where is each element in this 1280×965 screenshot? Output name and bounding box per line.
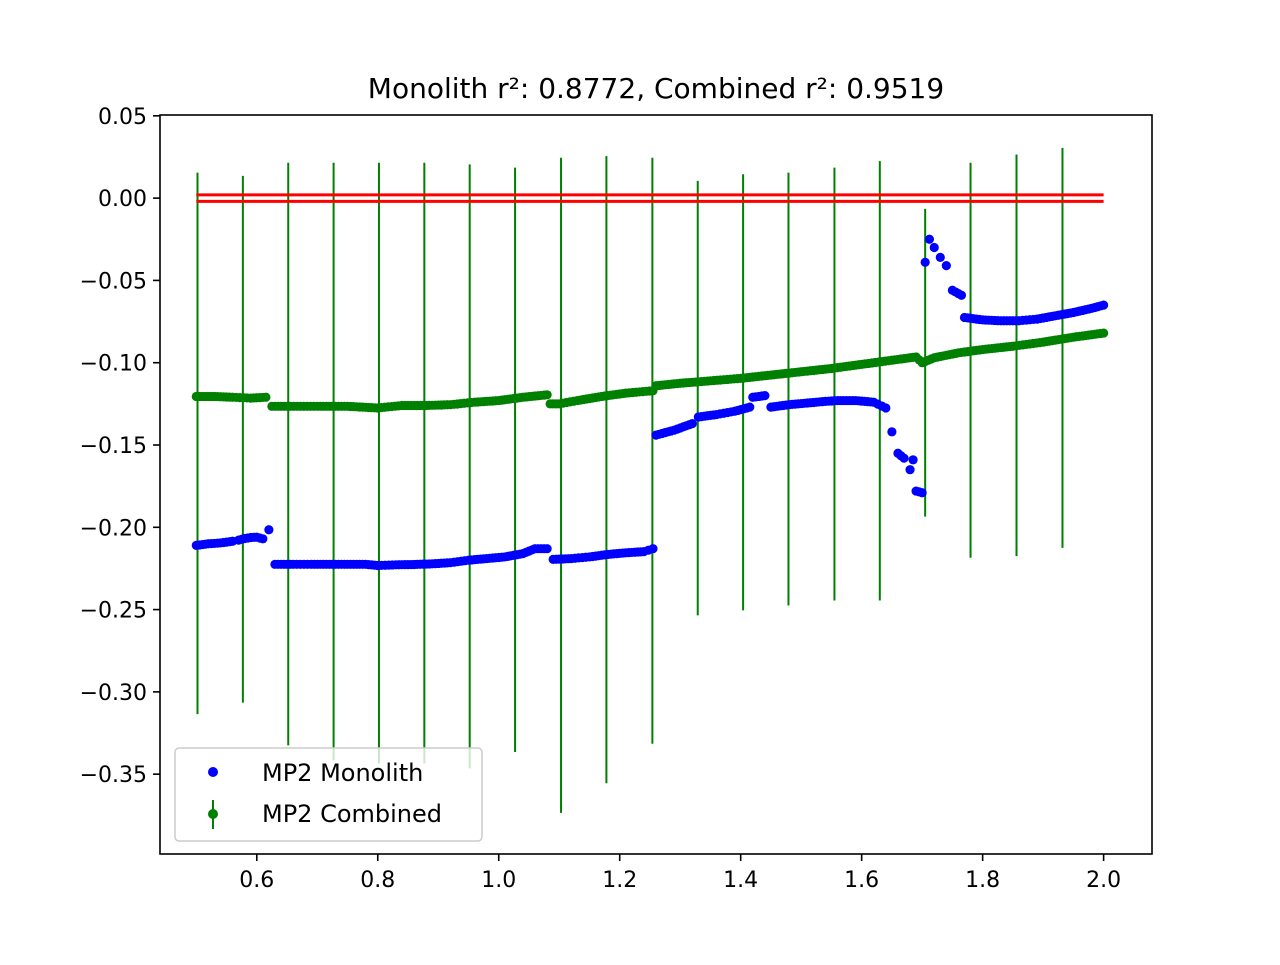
monolith-point-110 bbox=[542, 544, 552, 554]
monolith-point-155 bbox=[687, 419, 697, 429]
x-tick-label-6: 1.8 bbox=[965, 868, 1000, 893]
legend-marker-monolith bbox=[208, 767, 218, 777]
legend: MP2 Monolith MP2 Combined bbox=[174, 747, 483, 842]
chart-title: Monolith r²: 0.8772, Combined r²: 0.9519 bbox=[368, 72, 944, 105]
monolith-point-226 bbox=[924, 234, 935, 244]
x-tick-label-1: 0.8 bbox=[360, 868, 395, 893]
legend-label-combined: MP2 Combined bbox=[262, 800, 442, 828]
legend-frame bbox=[174, 747, 483, 842]
monolith-point-224 bbox=[917, 488, 927, 498]
monolith-point-216 bbox=[887, 427, 897, 437]
x-tick-label-2: 1.0 bbox=[481, 868, 516, 893]
y-tick-label-7: −0.30 bbox=[80, 681, 147, 706]
monolith-point-21 bbox=[258, 534, 268, 544]
axes-frame bbox=[159, 114, 1153, 855]
x-tick-label-4: 1.4 bbox=[723, 868, 758, 893]
y-tick-label-1: 0.00 bbox=[98, 187, 147, 212]
monolith-point-229 bbox=[941, 260, 951, 271]
plot-area bbox=[191, 147, 1109, 813]
monolith-point-172 bbox=[745, 402, 755, 412]
legend-marker-combined bbox=[208, 809, 218, 819]
y-tick-label-5: −0.20 bbox=[80, 516, 147, 541]
monolith-point-228 bbox=[935, 252, 945, 262]
monolith-point-279 bbox=[1099, 300, 1109, 310]
x-tick-label-0: 0.6 bbox=[239, 868, 274, 893]
y-tick-label-0: 0.05 bbox=[98, 105, 147, 130]
x-tick-label-3: 1.2 bbox=[602, 868, 637, 893]
monolith-point-177 bbox=[760, 391, 770, 401]
monolith-point-142 bbox=[648, 544, 658, 554]
combined-point-111 bbox=[542, 390, 552, 400]
axes: 0.6 0.8 1.0 1.2 1.4 1.6 1.8 2.0 0.05 0.00 −0.05 −0.… bbox=[80, 105, 1153, 893]
y-tick-label-8: −0.35 bbox=[80, 763, 147, 788]
monolith-point-220 bbox=[905, 465, 915, 475]
y-tick-label-3: −0.10 bbox=[80, 352, 147, 377]
combined-point-22 bbox=[261, 392, 271, 402]
combined-point-290 bbox=[1099, 328, 1109, 338]
monolith-point-233 bbox=[956, 290, 967, 300]
y-tick-label-4: −0.15 bbox=[80, 434, 147, 459]
monolith-point-22 bbox=[264, 525, 274, 535]
monolith-point-215 bbox=[881, 403, 891, 413]
y-tick-label-6: −0.25 bbox=[80, 599, 147, 624]
monolith-point-221 bbox=[908, 455, 918, 465]
monolith-point-219 bbox=[899, 453, 909, 463]
x-tick-label-5: 1.6 bbox=[844, 868, 879, 893]
monolith-point-227 bbox=[929, 242, 939, 253]
monolith-point-225 bbox=[920, 257, 930, 267]
y-tick-label-2: −0.05 bbox=[80, 269, 147, 294]
legend-label-monolith: MP2 Monolith bbox=[262, 759, 423, 787]
x-tick-label-7: 2.0 bbox=[1086, 868, 1121, 893]
